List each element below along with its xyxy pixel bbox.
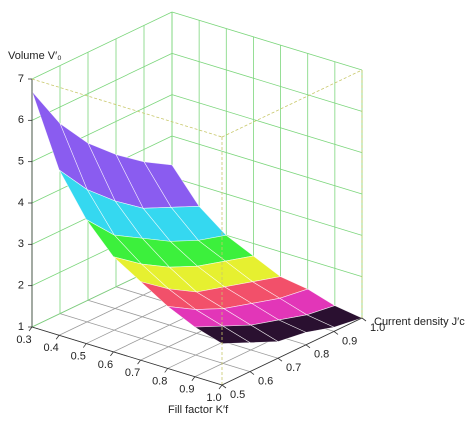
box-edge [221,317,363,386]
y-tick [221,384,227,389]
y-tick-label: 0.7 [286,362,301,374]
y-tick [361,317,367,322]
x-tick-label: 0.8 [152,375,167,387]
x-tick [137,359,141,365]
wall-grid-line [171,52,363,112]
x-tick-label: 0.4 [43,342,58,354]
x-tick-label: 1.0 [206,392,221,404]
wall-grid-line [171,176,363,236]
y-tick-label: 1.0 [370,322,385,334]
z-tick-label: 2 [18,280,24,292]
x-tick-label: 0.3 [16,334,31,346]
z-tick-label: 6 [18,114,24,126]
z-tick-label: 7 [18,73,24,85]
x-tick [110,351,114,357]
y-tick [277,357,283,362]
y-axis-title: Current density J′c [374,316,465,328]
x-axis-title: Fill factor K′f [168,404,229,416]
x-tick [82,343,87,348]
x-tick-label: 0.5 [71,350,86,362]
box-edge [221,69,363,138]
y-tick [305,344,311,349]
y-tick [333,331,339,335]
x-tick [218,384,223,390]
y-tick-label: 0.5 [230,389,245,401]
floor-grid-line [87,299,279,359]
y-tick-label: 0.6 [258,376,273,388]
wall-grid-line [31,11,173,80]
box-edge [31,326,223,386]
box-edge [31,78,223,138]
y-tick-label: 0.8 [314,349,329,361]
x-tick-label: 0.6 [98,359,113,371]
z-tick-label: 3 [18,238,24,250]
y-tick [249,371,255,375]
x-tick-label: 0.7 [125,367,140,379]
z-tick-label: 4 [18,197,24,209]
wall-grid-line [171,11,363,71]
wall-grid-line [171,135,363,195]
floor-grid-line [59,313,251,372]
surface-cell [193,325,252,344]
wall-grid-line [31,52,173,121]
x-tick-label: 0.9 [179,384,194,396]
z-tick-label: 5 [18,156,24,168]
z-axis-title: Volume V′₀ [8,50,62,62]
x-tick [191,376,196,381]
wall-grid-line [171,94,363,154]
x-tick [164,368,169,373]
z-tick-label: 1 [18,321,24,333]
x-tick [28,326,33,332]
x-tick [55,335,60,340]
y-tick-label: 0.9 [342,335,357,347]
